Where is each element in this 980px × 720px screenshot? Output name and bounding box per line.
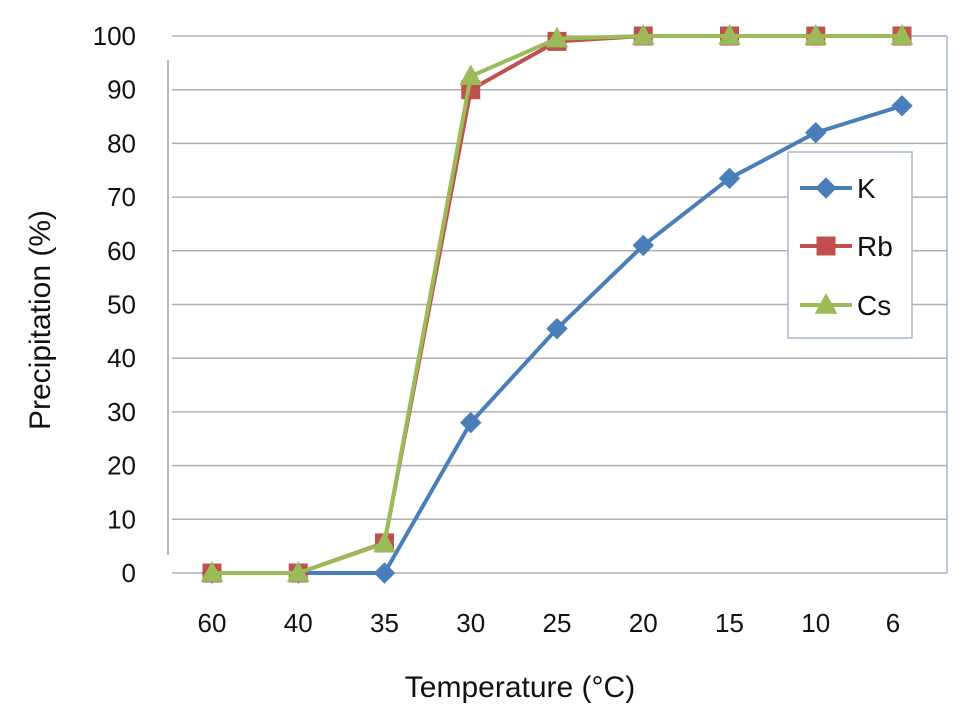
- data-point-k: [805, 121, 827, 144]
- data-point-k: [460, 411, 482, 434]
- data-point-k: [891, 95, 913, 117]
- data-point-k: [632, 234, 654, 257]
- series-cs: [200, 23, 914, 582]
- data-point-k: [373, 562, 396, 584]
- y-tick-label: 20: [107, 451, 136, 481]
- y-tick-label: 100: [93, 21, 136, 51]
- data-point-cs: [200, 560, 224, 582]
- legend-label: K: [857, 173, 876, 204]
- data-point-cs: [804, 23, 828, 45]
- y-tick-label: 30: [107, 397, 136, 427]
- x-tick-label: 35: [370, 608, 399, 638]
- x-tick-label: 15: [715, 608, 744, 638]
- data-point-k: [546, 317, 568, 340]
- y-tick-label: 10: [107, 504, 136, 534]
- legend-label: Rb: [857, 231, 893, 262]
- legend-entry-cs: Cs: [800, 290, 891, 321]
- data-point-cs: [373, 531, 396, 553]
- data-point-cs: [631, 23, 655, 45]
- x-axis-ticks: 60 40 35 30 25 20 15 10 6: [198, 608, 901, 638]
- y-tick-label: 40: [107, 343, 136, 373]
- x-tick-label: 60: [198, 608, 227, 638]
- y-tick-label: 70: [107, 182, 136, 212]
- legend-label: Cs: [857, 290, 891, 321]
- data-point-cs: [286, 560, 310, 582]
- y-tick-label: 50: [107, 290, 136, 320]
- y-tick-label: 60: [107, 236, 136, 266]
- x-tick-label: 30: [456, 608, 485, 638]
- data-point-k: [718, 167, 741, 190]
- x-tick-label: 40: [284, 608, 313, 638]
- data-point-cs: [890, 23, 914, 45]
- gridlines: [172, 35, 947, 574]
- legend-marker: [816, 236, 836, 256]
- x-tick-label: 20: [629, 608, 658, 638]
- x-tick-label: 6: [886, 608, 900, 638]
- legend: K Rb Cs: [787, 151, 913, 339]
- data-point-cs: [545, 26, 569, 48]
- y-tick-label: 80: [107, 128, 136, 158]
- data-point-cs: [459, 64, 483, 86]
- legend-entry-rb: Rb: [800, 231, 893, 262]
- x-axis-title: Temperature (°C): [405, 671, 635, 704]
- x-tick-label: 25: [543, 608, 572, 638]
- y-tick-label: 0: [122, 558, 136, 588]
- series-group: [200, 23, 914, 584]
- y-tick-label: 90: [107, 75, 136, 105]
- legend-entry-k: K: [800, 173, 876, 204]
- y-axis-ticks: 0 10 20 30 40 50 60 70 80 90 100: [93, 21, 136, 588]
- y-axis-title: Precipitation (%): [24, 210, 57, 430]
- legend-marker: [814, 292, 838, 314]
- data-point-cs: [718, 23, 741, 45]
- legend-marker: [815, 177, 837, 199]
- x-tick-label: 10: [801, 608, 830, 638]
